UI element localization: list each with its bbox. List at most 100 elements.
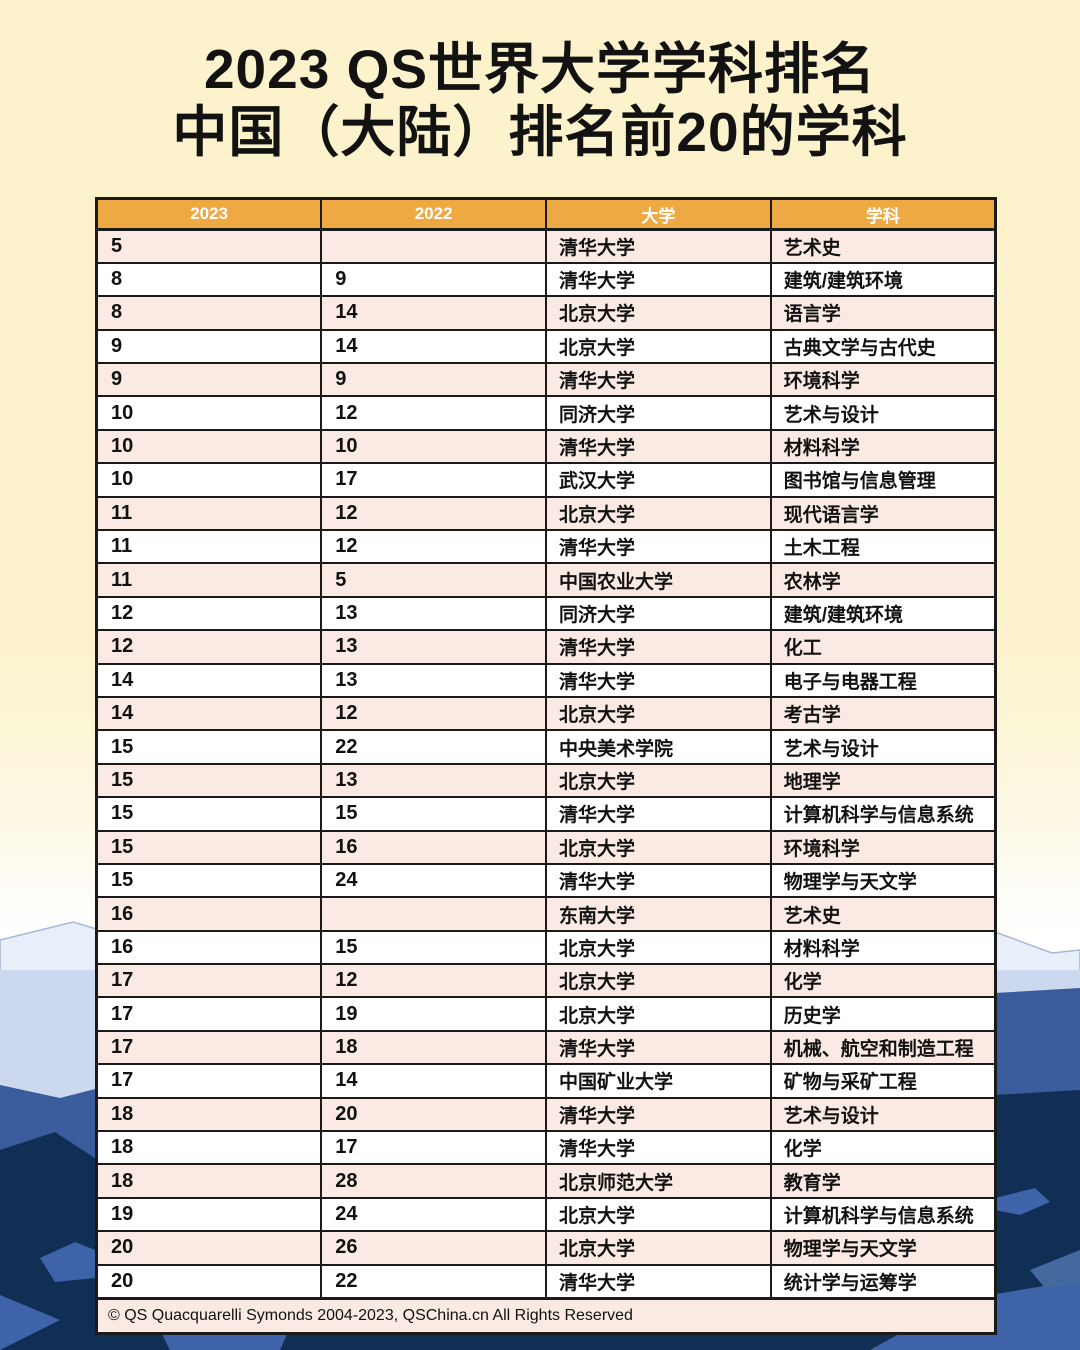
rank-2022-cell: 19 xyxy=(320,996,547,1032)
table-row: 8 9 清华大学 建筑/建筑环境 xyxy=(95,261,997,298)
table-row: 5 清华大学 艺术史 xyxy=(95,228,997,264)
header-rank-2023: 2023 xyxy=(95,197,323,231)
subject-cell: 机械、航空和制造工程 xyxy=(769,1029,997,1066)
subject-cell: 地理学 xyxy=(769,762,997,799)
table-row: 17 14 中国矿业大学 矿物与采矿工程 xyxy=(95,1063,997,1099)
rank-2022-cell: 5 xyxy=(320,562,547,598)
rank-2023-cell: 15 xyxy=(95,829,323,865)
ice-chunk xyxy=(1030,1250,1080,1288)
rank-2023-cell: 16 xyxy=(95,896,323,932)
rank-2022-cell: 15 xyxy=(320,796,547,832)
subject-cell: 化学 xyxy=(769,1130,997,1166)
table-row: 18 28 北京师范大学 教育学 xyxy=(95,1163,997,1199)
rank-2023-cell: 15 xyxy=(95,796,323,832)
table-row: 11 12 北京大学 现代语言学 xyxy=(95,495,997,532)
rank-2022-cell: 20 xyxy=(320,1096,547,1133)
subject-cell: 古典文学与古代史 xyxy=(769,328,997,365)
subject-cell: 土木工程 xyxy=(769,529,997,565)
rank-2023-cell: 12 xyxy=(95,629,323,665)
rank-2022-cell: 24 xyxy=(320,862,547,899)
university-cell: 中国矿业大学 xyxy=(545,1063,772,1099)
table-row: 10 17 武汉大学 图书馆与信息管理 xyxy=(95,462,997,498)
table-row: 12 13 清华大学 化工 xyxy=(95,629,997,665)
university-cell: 北京大学 xyxy=(545,328,772,365)
rank-2023-cell: 11 xyxy=(95,529,323,565)
rank-2022-cell: 15 xyxy=(320,929,547,966)
subject-cell: 教育学 xyxy=(769,1163,997,1199)
rank-2023-cell: 9 xyxy=(95,362,323,398)
page-title: 2023 QS世界大学学科排名 中国（大陆）排名前20的学科 xyxy=(0,38,1080,164)
university-cell: 清华大学 xyxy=(545,362,772,398)
subject-cell: 艺术与设计 xyxy=(769,395,997,431)
rank-2022-cell: 9 xyxy=(320,362,547,398)
university-cell: 清华大学 xyxy=(545,1130,772,1166)
subject-cell: 建筑/建筑环境 xyxy=(769,595,997,632)
subject-cell: 矿物与采矿工程 xyxy=(769,1063,997,1099)
rank-2022-cell: 12 xyxy=(320,395,547,431)
ranking-table: 2023 2022 大学 学科 5 清华大学 艺术史 8 9 清华大学 建筑/建筑环境 8 14… xyxy=(95,197,997,1335)
university-cell: 北京师范大学 xyxy=(545,1163,772,1199)
university-cell: 清华大学 xyxy=(545,1263,772,1300)
rank-2023-cell: 5 xyxy=(95,228,323,264)
table-row: 14 12 北京大学 考古学 xyxy=(95,695,997,732)
title-line-1: 2023 QS世界大学学科排名 xyxy=(203,38,877,100)
rank-2023-cell: 12 xyxy=(95,595,323,632)
rank-2022-cell: 18 xyxy=(320,1029,547,1066)
rank-2022-cell: 12 xyxy=(320,495,547,532)
subject-cell: 物理学与天文学 xyxy=(769,1230,997,1266)
university-cell: 中央美术学院 xyxy=(545,729,772,765)
university-cell: 北京大学 xyxy=(545,996,772,1032)
rank-2022-cell: 13 xyxy=(320,595,547,632)
rank-2023-cell: 18 xyxy=(95,1163,323,1199)
rank-2022-cell: 14 xyxy=(320,295,547,331)
table-row: 14 13 清华大学 电子与电器工程 xyxy=(95,662,997,698)
subject-cell: 历史学 xyxy=(769,996,997,1032)
rank-2022-cell: 13 xyxy=(320,762,547,799)
university-cell: 北京大学 xyxy=(545,1230,772,1266)
rank-2023-cell: 11 xyxy=(95,495,323,532)
rank-2022-cell: 17 xyxy=(320,1130,547,1166)
rank-2023-cell: 15 xyxy=(95,862,323,899)
university-cell: 同济大学 xyxy=(545,595,772,632)
subject-cell: 语言学 xyxy=(769,295,997,331)
subject-cell: 化工 xyxy=(769,629,997,665)
rank-2023-cell: 17 xyxy=(95,1029,323,1066)
table-row: 15 16 北京大学 环境科学 xyxy=(95,829,997,865)
university-cell: 清华大学 xyxy=(545,228,772,264)
rank-2022-cell: 14 xyxy=(320,328,547,365)
university-cell: 中国农业大学 xyxy=(545,562,772,598)
university-cell: 北京大学 xyxy=(545,762,772,799)
subject-cell: 材料科学 xyxy=(769,929,997,966)
header-subject: 学科 xyxy=(769,197,997,231)
ranking-table-body: 5 清华大学 艺术史 8 9 清华大学 建筑/建筑环境 8 14 北京大学 语言学 9 14 北京大学 古典… xyxy=(95,228,997,1300)
rank-2023-cell: 14 xyxy=(95,695,323,732)
subject-cell: 计算机科学与信息系统 xyxy=(769,796,997,832)
table-row: 18 17 清华大学 化学 xyxy=(95,1130,997,1166)
rank-2022-cell: 12 xyxy=(320,695,547,732)
ice-chunk xyxy=(0,1295,60,1350)
subject-cell: 图书馆与信息管理 xyxy=(769,462,997,498)
rank-2022-cell: 22 xyxy=(320,729,547,765)
copyright-text: © QS Quacquarelli Symonds 2004-2023, QSC… xyxy=(95,1296,997,1334)
university-cell: 清华大学 xyxy=(545,862,772,899)
header-university: 大学 xyxy=(545,197,772,231)
rank-2022-cell: 17 xyxy=(320,462,547,498)
rank-2023-cell: 10 xyxy=(95,428,323,465)
table-row: 15 24 清华大学 物理学与天文学 xyxy=(95,862,997,899)
subject-cell: 考古学 xyxy=(769,695,997,732)
rank-2022-cell xyxy=(320,896,547,932)
table-row: 20 22 清华大学 统计学与运筹学 xyxy=(95,1263,997,1300)
rank-2023-cell: 17 xyxy=(95,996,323,1032)
subject-cell: 艺术与设计 xyxy=(769,729,997,765)
subject-cell: 艺术史 xyxy=(769,228,997,264)
rank-2022-cell: 13 xyxy=(320,662,547,698)
rank-2022-cell: 14 xyxy=(320,1063,547,1099)
university-cell: 东南大学 xyxy=(545,896,772,932)
table-row: 17 12 北京大学 化学 xyxy=(95,963,997,999)
table-header-row: 2023 2022 大学 学科 xyxy=(95,197,997,231)
table-row: 17 18 清华大学 机械、航空和制造工程 xyxy=(95,1029,997,1066)
rank-2022-cell: 12 xyxy=(320,963,547,999)
rank-2023-cell: 20 xyxy=(95,1230,323,1266)
university-cell: 北京大学 xyxy=(545,695,772,732)
university-cell: 清华大学 xyxy=(545,428,772,465)
